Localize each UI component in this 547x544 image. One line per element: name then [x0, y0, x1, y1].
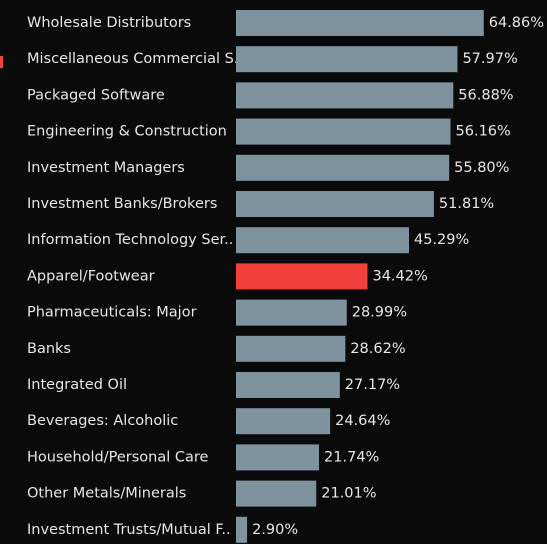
category-label: Packaged Software	[27, 87, 165, 103]
bar	[236, 82, 454, 109]
value-label: 56.16%	[456, 124, 511, 140]
category-label: Information Technology Ser..	[27, 232, 233, 248]
bar	[236, 335, 346, 362]
value-label: 51.81%	[439, 196, 494, 212]
value-label: 34.42%	[372, 268, 427, 284]
value-label: 27.17%	[345, 377, 400, 393]
bar	[236, 10, 484, 36]
value-label: 55.80%	[454, 160, 509, 176]
category-label: Household/Personal Care	[27, 449, 209, 465]
category-label: Banks	[27, 341, 71, 357]
bar	[236, 299, 347, 326]
category-label: Investment Managers	[27, 160, 185, 176]
bar	[236, 118, 451, 145]
category-label: Miscellaneous Commercial S..	[27, 51, 243, 67]
value-label: 28.99%	[352, 305, 407, 321]
category-label: Beverages: Alcoholic	[27, 413, 178, 429]
bar	[236, 154, 450, 181]
category-label: Wholesale Distributors	[27, 15, 191, 31]
bar	[236, 46, 458, 73]
edge-marker	[0, 56, 3, 68]
category-label: Engineering & Construction	[27, 124, 227, 140]
value-label: 2.90%	[252, 522, 298, 538]
bar	[236, 372, 340, 398]
category-label: Investment Trusts/Mutual F..	[27, 522, 231, 538]
value-label: 57.97%	[462, 51, 517, 67]
category-label: Other Metals/Minerals	[27, 486, 186, 502]
bar	[236, 444, 320, 471]
bar	[236, 227, 410, 254]
category-label: Pharmaceuticals: Major	[27, 305, 197, 321]
value-label: 28.62%	[350, 341, 405, 357]
category-label: Apparel/Footwear	[27, 268, 155, 284]
value-label: 21.74%	[324, 449, 379, 465]
bar	[236, 263, 368, 290]
bar	[236, 516, 248, 543]
bar	[236, 191, 434, 217]
value-label: 64.86%	[489, 15, 544, 31]
bar	[236, 480, 317, 507]
category-label: Investment Banks/Brokers	[27, 196, 217, 212]
value-label: 45.29%	[414, 232, 469, 248]
value-label: 56.88%	[458, 87, 513, 103]
value-label: 24.64%	[335, 413, 390, 429]
category-label: Integrated Oil	[27, 377, 127, 393]
value-label: 21.01%	[321, 486, 376, 502]
bar	[236, 408, 331, 435]
